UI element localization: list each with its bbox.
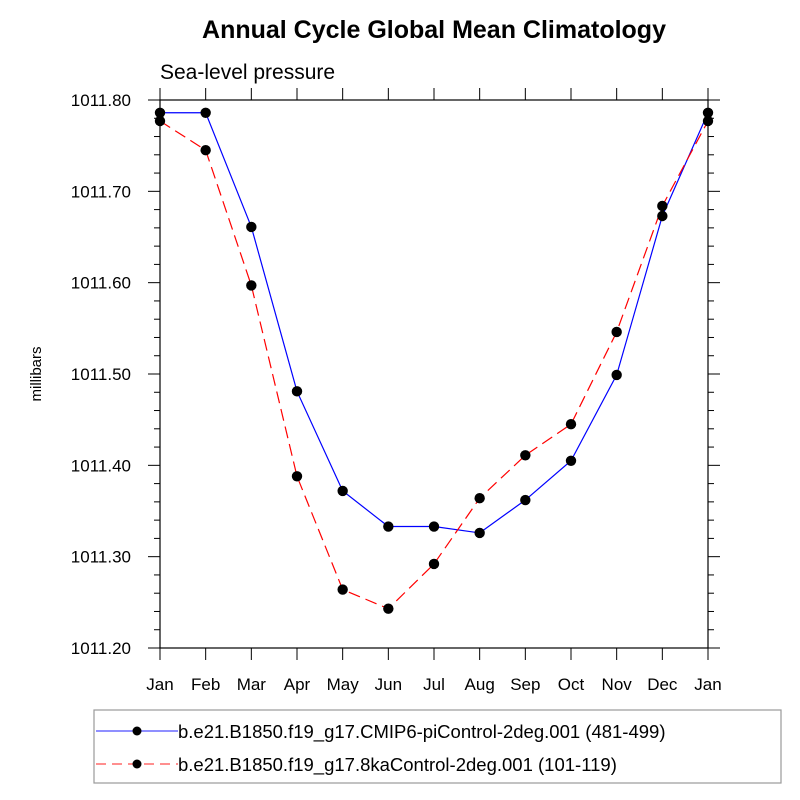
series-2-point <box>657 200 668 212</box>
series-1-point <box>154 107 166 118</box>
series-1-point <box>291 386 303 397</box>
y-tick-label: 1011.70 <box>71 182 131 201</box>
series-1-point <box>474 527 485 539</box>
series-line-1 <box>160 112 709 534</box>
x-tick-label: Sep <box>510 675 540 694</box>
x-tick-label: Oct <box>558 675 585 694</box>
series-1-point <box>428 521 440 532</box>
y-tick-label: 1011.30 <box>71 548 131 567</box>
x-tick-label: Apr <box>284 675 311 694</box>
x-tick-label: Mar <box>237 675 267 694</box>
x-tick-label: Nov <box>602 675 633 694</box>
x-tick-label: Dec <box>647 675 678 694</box>
series-2-point <box>474 493 485 504</box>
series-1-point <box>337 485 348 497</box>
series-2-point <box>337 584 348 595</box>
y-axis-label: millibars <box>28 346 45 401</box>
x-tick-label: Jan <box>694 675 721 694</box>
x-tick-label: Feb <box>191 675 220 694</box>
series-1-point <box>383 521 394 532</box>
series-2-point <box>520 450 531 461</box>
series-1-point <box>657 210 668 222</box>
series-line-2 <box>159 120 709 610</box>
chart-subtitle: Sea-level pressure <box>160 61 335 84</box>
y-tick-label: 1011.40 <box>71 456 131 475</box>
series-2-point <box>611 326 622 338</box>
legend-marker-1 <box>132 726 142 736</box>
legend-label-1: b.e21.B1850.f19_g17.CMIP6-piControl-2deg… <box>178 721 666 743</box>
legend: b.e21.B1850.f19_g17.CMIP6-piControl-2deg… <box>93 709 782 784</box>
series-1-point <box>611 369 622 381</box>
series-2-point <box>200 145 211 156</box>
series-2-point <box>291 471 303 482</box>
y-tick-label: 1011.50 <box>71 365 131 384</box>
series-1-point <box>246 221 257 233</box>
legend-marker-2 <box>132 759 142 769</box>
x-tick-label: Jun <box>375 675 402 694</box>
series-2-point <box>428 558 440 570</box>
series-1-point <box>200 107 211 118</box>
series-1-point <box>702 107 714 118</box>
series-1-point <box>565 455 577 466</box>
y-tick-label: 1011.80 <box>71 91 131 110</box>
axes: Jan Feb Mar Apr May Jun Jul Aug Sep Oct Nov Dec Jan 1… <box>71 88 722 694</box>
chart-title: Annual Cycle Global Mean Climatology <box>202 16 666 44</box>
y-tick-label: 1011.20 <box>71 639 131 658</box>
x-tick-label: Jul <box>423 675 445 694</box>
legend-label-2: b.e21.B1850.f19_g17.8kaControl-2deg.001 … <box>178 754 617 776</box>
x-tick-label: Aug <box>465 675 495 694</box>
series-2-point <box>565 419 577 430</box>
legend-box <box>93 709 782 784</box>
x-tick-label: Jan <box>146 675 173 694</box>
series-layer <box>154 107 714 614</box>
series-1-point <box>520 494 531 506</box>
series-2-point <box>702 115 714 127</box>
series-2-point <box>246 280 257 291</box>
x-tick-label: May <box>327 675 360 694</box>
series-2-point <box>154 115 166 127</box>
y-tick-label: 1011.60 <box>71 274 131 293</box>
series-2-point <box>383 603 394 614</box>
